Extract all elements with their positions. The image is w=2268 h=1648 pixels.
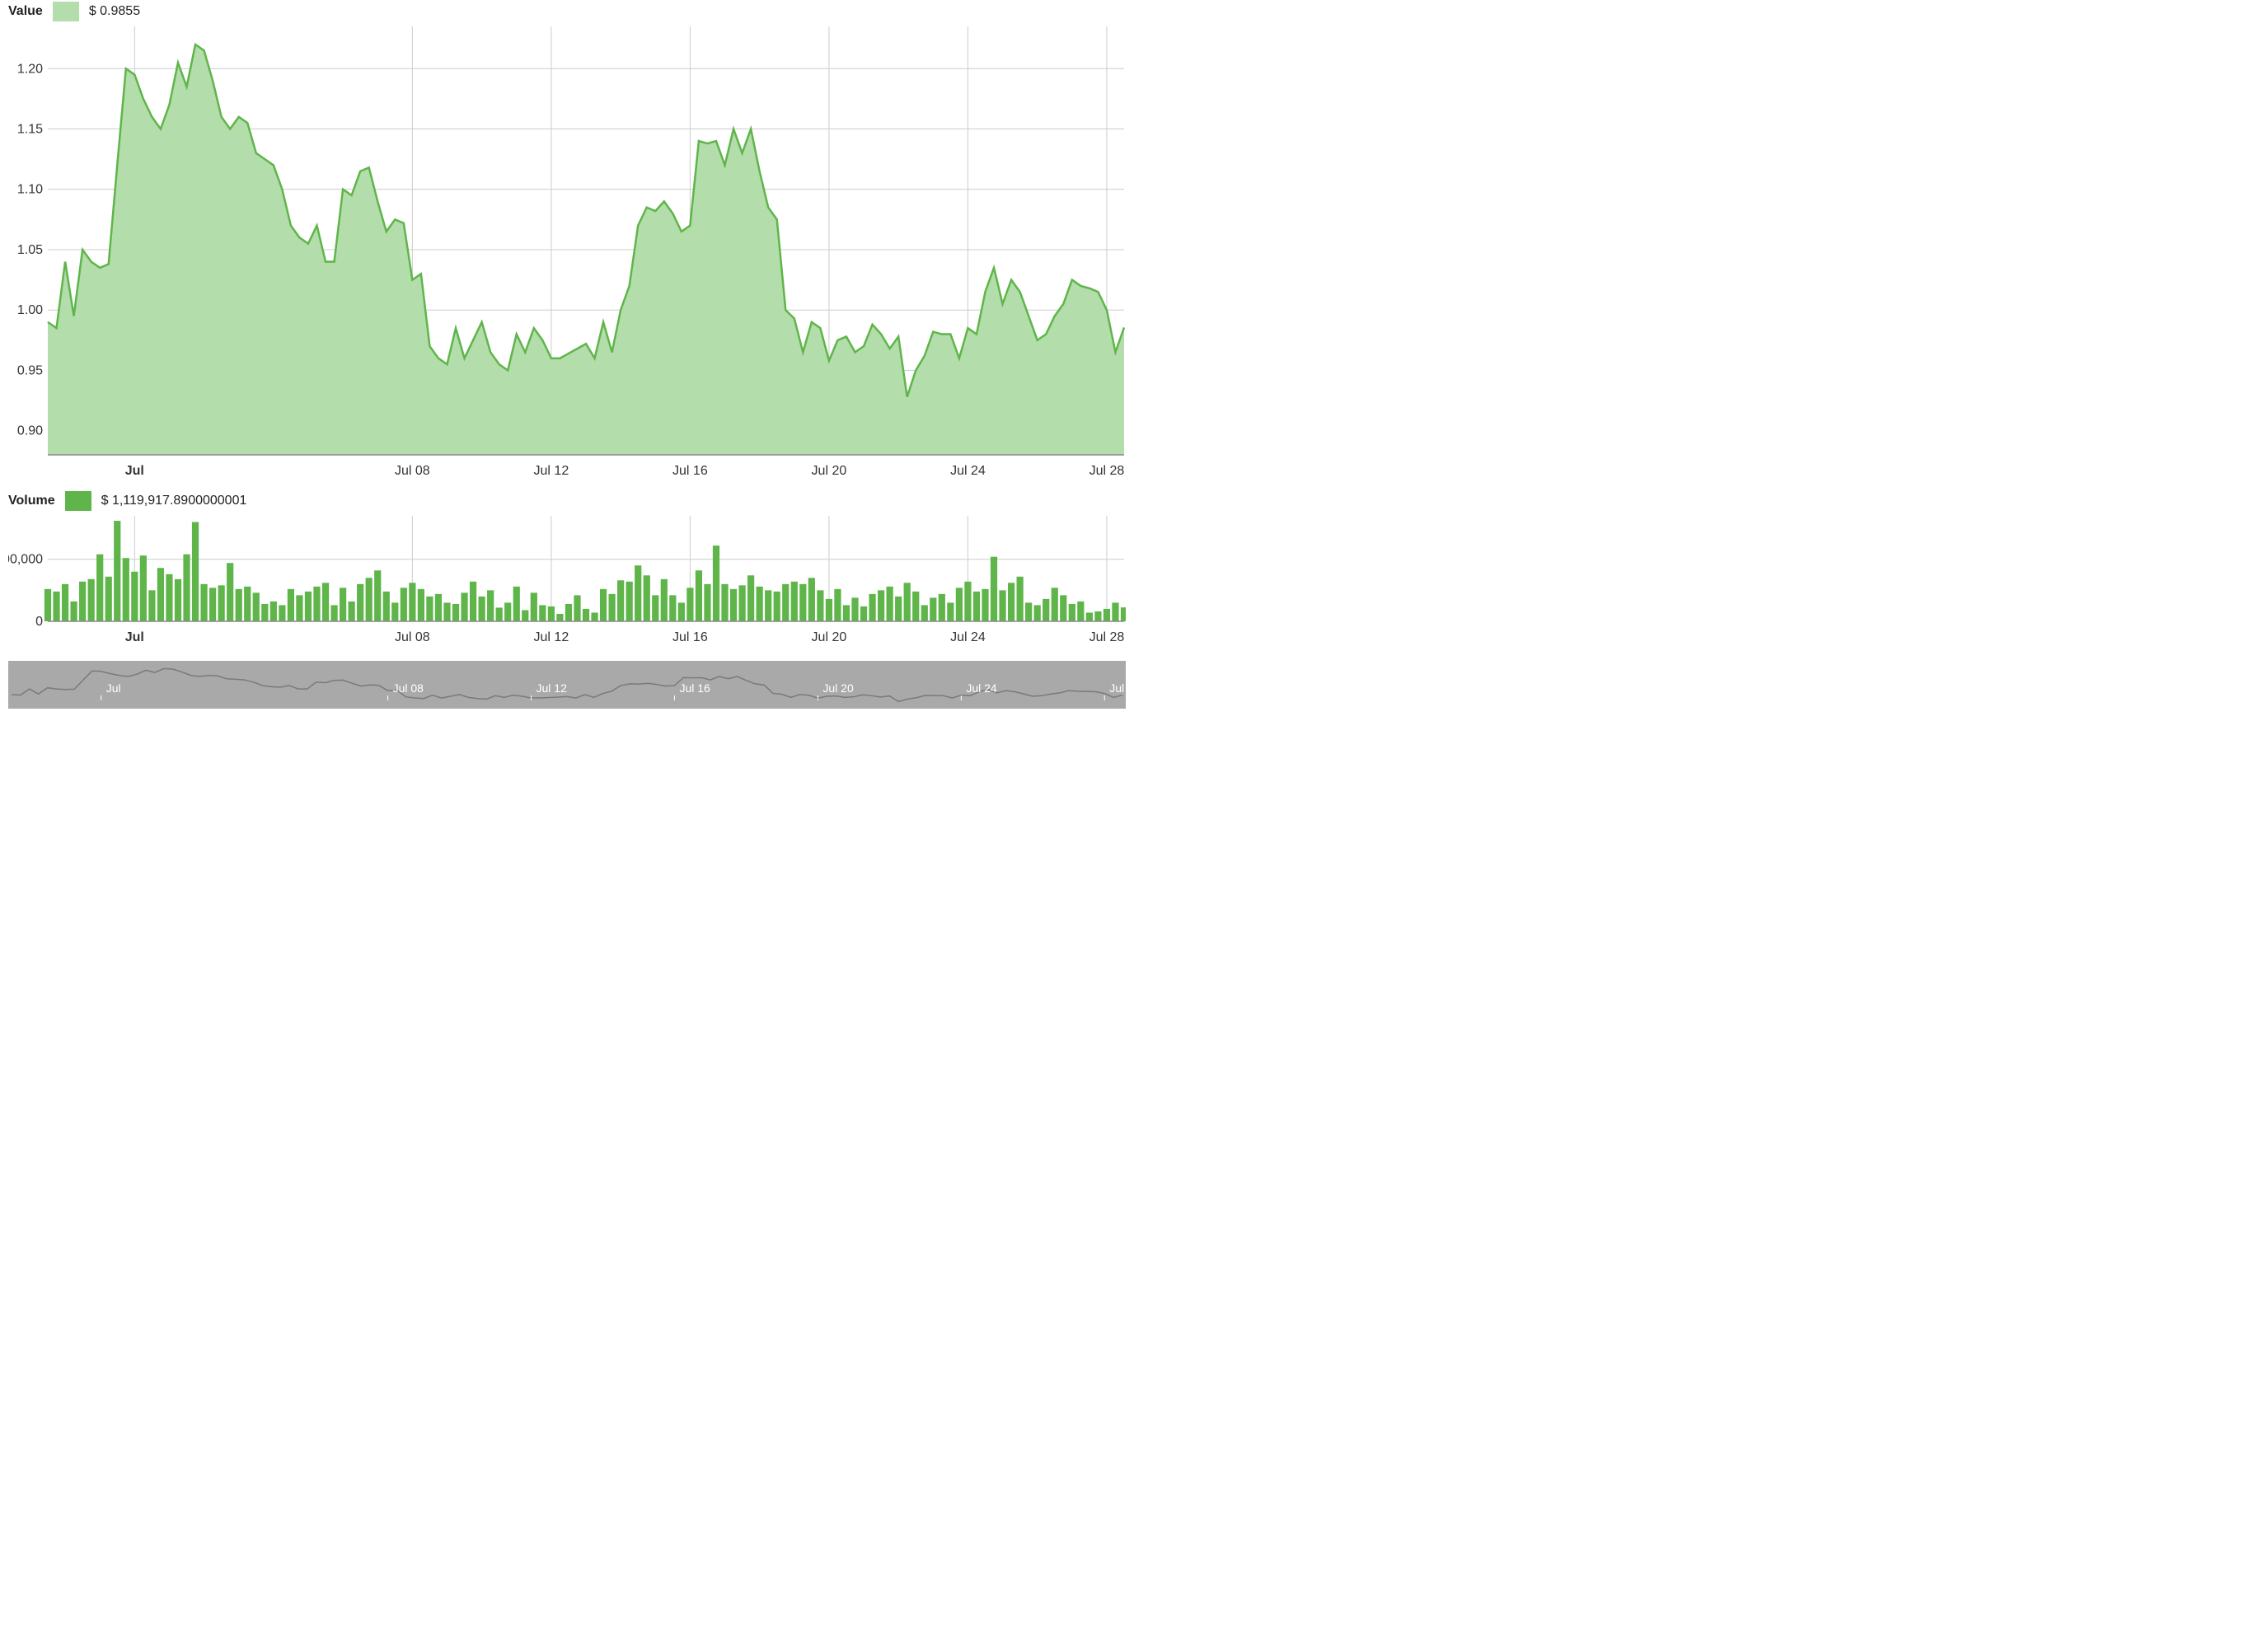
svg-text:Jul 28: Jul 28 bbox=[1109, 681, 1126, 695]
svg-text:Jul 20: Jul 20 bbox=[812, 464, 847, 478]
volume-legend: Volume $ 1,119,917.8900000001 bbox=[8, 489, 1126, 513]
svg-text:Jul 08: Jul 08 bbox=[395, 630, 430, 644]
overview-scrollbar[interactable]: Jul Jul 08 Jul 12 Jul 16 Jul 20 Jul 24 Jul 28 bbox=[8, 661, 1126, 709]
svg-text:Jul 16: Jul 16 bbox=[672, 464, 708, 478]
volume-legend-swatch bbox=[65, 491, 91, 511]
svg-text:1.15: 1.15 bbox=[17, 123, 43, 137]
svg-text:Jul 24: Jul 24 bbox=[950, 630, 986, 644]
svg-text:Jul: Jul bbox=[106, 681, 121, 695]
volume-bar-chart: 0 5,000,000 Jul Jul 08 Jul 12 Jul 16 Jul 20 Jul… bbox=[8, 513, 1126, 651]
svg-text:Jul 24: Jul 24 bbox=[950, 464, 986, 478]
svg-text:Jul 12: Jul 12 bbox=[534, 464, 569, 478]
value-legend-title: Value bbox=[8, 4, 43, 19]
chart-wrap: { "colors": { "series_fill": "#b3ddaa", … bbox=[0, 0, 1134, 824]
svg-text:Jul 20: Jul 20 bbox=[812, 630, 847, 644]
svg-text:Jul 12: Jul 12 bbox=[534, 630, 569, 644]
value-area-chart: 0.90 0.95 1.00 1.05 1.10 1.15 1.20 Jul Jul 08 Jul… bbox=[8, 23, 1126, 485]
value-legend-swatch bbox=[53, 2, 79, 21]
svg-text:Jul 28: Jul 28 bbox=[1089, 464, 1125, 478]
svg-text:Jul 24: Jul 24 bbox=[966, 681, 997, 695]
value-legend-value: $ 0.9855 bbox=[89, 4, 140, 19]
svg-text:0: 0 bbox=[35, 615, 43, 629]
svg-text:Jul: Jul bbox=[125, 464, 144, 478]
svg-text:5,000,000: 5,000,000 bbox=[8, 553, 43, 567]
svg-text:1.05: 1.05 bbox=[17, 243, 43, 257]
volume-legend-value: $ 1,119,917.8900000001 bbox=[101, 494, 247, 508]
svg-text:Jul 16: Jul 16 bbox=[672, 630, 708, 644]
svg-text:1.20: 1.20 bbox=[17, 62, 43, 76]
svg-text:0.95: 0.95 bbox=[17, 363, 43, 377]
svg-text:Jul 20: Jul 20 bbox=[822, 681, 854, 695]
svg-text:Jul 12: Jul 12 bbox=[537, 681, 568, 695]
svg-text:1.10: 1.10 bbox=[17, 183, 43, 197]
svg-text:1.00: 1.00 bbox=[17, 303, 43, 317]
value-legend: Value $ 0.9855 bbox=[8, 0, 1126, 23]
svg-text:Jul: Jul bbox=[125, 630, 144, 644]
svg-text:0.90: 0.90 bbox=[17, 424, 43, 438]
svg-text:Jul 08: Jul 08 bbox=[393, 681, 424, 695]
svg-text:Jul 28: Jul 28 bbox=[1089, 630, 1125, 644]
svg-text:Jul 16: Jul 16 bbox=[679, 681, 710, 695]
volume-legend-title: Volume bbox=[8, 494, 55, 508]
svg-text:Jul 08: Jul 08 bbox=[395, 464, 430, 478]
